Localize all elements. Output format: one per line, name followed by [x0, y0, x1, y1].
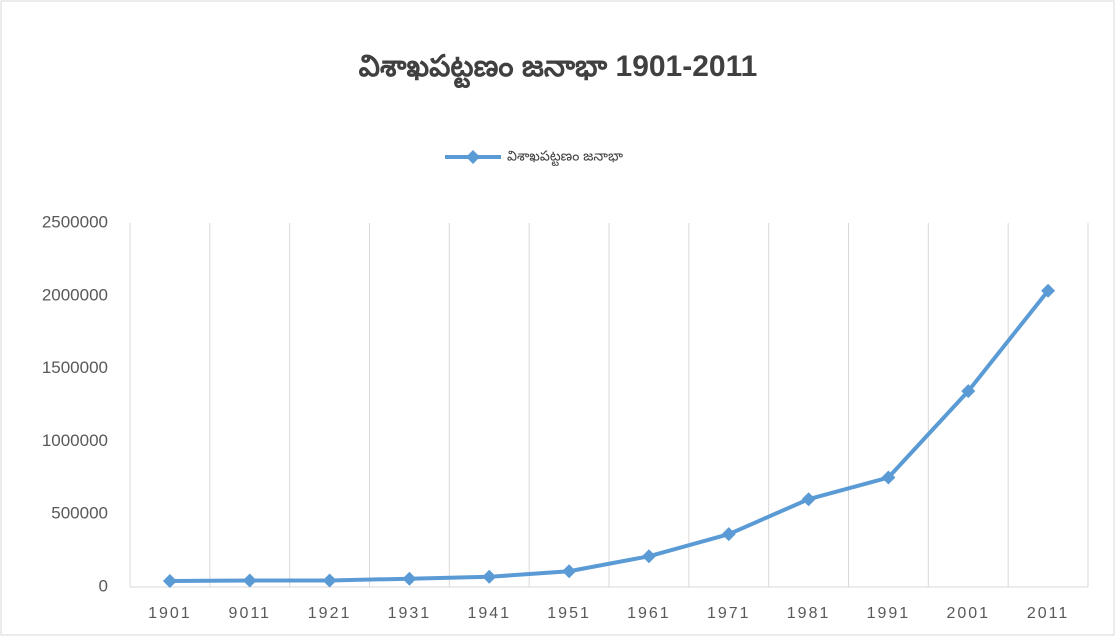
x-tick-label: 1951 — [547, 605, 591, 622]
chart-title: విశాఖపట్టణం జనాభా 1901-2011 — [359, 50, 758, 89]
x-tick-label: 1961 — [627, 605, 671, 622]
data-point — [801, 492, 816, 507]
legend-marker — [466, 150, 480, 164]
data-point — [402, 571, 417, 586]
data-point — [242, 573, 257, 588]
data-point — [322, 573, 337, 588]
data-point — [721, 527, 736, 542]
x-tick-label: 1971 — [707, 605, 751, 622]
data-point — [562, 564, 577, 579]
series-line — [169, 289, 1050, 584]
y-tick-label: 2000000 — [42, 285, 108, 304]
data-point — [482, 569, 497, 584]
y-tick-label: 2500000 — [42, 212, 108, 231]
x-tick-label: 1941 — [467, 605, 511, 622]
x-tick-label: 2001 — [946, 605, 990, 622]
data-point — [1041, 283, 1056, 298]
y-tick-label: 1000000 — [42, 431, 108, 450]
data-point — [961, 384, 976, 399]
x-tick-label: 1931 — [388, 605, 432, 622]
y-tick-label: 0 — [99, 576, 108, 595]
y-tick-label: 1500000 — [42, 358, 108, 377]
x-tick-label: 1921 — [308, 605, 352, 622]
x-tick-label: 1901 — [148, 605, 192, 622]
x-tick-label: 1981 — [787, 605, 831, 622]
data-point — [162, 574, 177, 589]
x-tick-label: 9011 — [229, 605, 271, 622]
data-point — [641, 549, 656, 564]
data-point — [881, 470, 896, 485]
x-tick-label: 2011 — [1027, 605, 1069, 622]
legend-label: విశాఖపట్టణం జనాభా — [507, 148, 623, 167]
y-tick-label: 500000 — [51, 504, 108, 523]
x-tick-label: 1991 — [867, 605, 911, 622]
